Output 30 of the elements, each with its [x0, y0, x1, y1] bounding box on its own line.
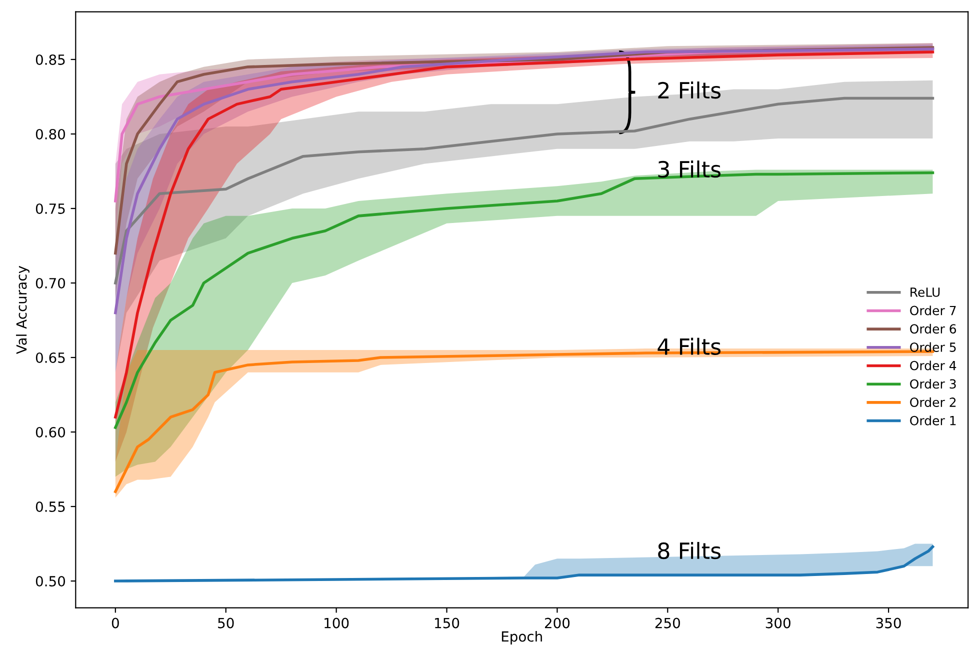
x-tick-label: 350 — [876, 618, 901, 628]
x-tick-label: 150 — [435, 618, 460, 628]
x-tick-label: 0 — [112, 618, 119, 628]
legend-label: Order 7 — [910, 306, 956, 316]
legend-label: Order 4 — [910, 360, 956, 370]
x-tick-label: 200 — [544, 618, 570, 628]
legend-label: Order 5 — [910, 342, 956, 352]
annotation: 4 Filts — [658, 338, 721, 356]
y-axis-title: Val Accuracy — [16, 266, 30, 354]
x-tick-label: 250 — [655, 618, 680, 628]
y-tick-label: 0.50 — [36, 576, 66, 586]
y-tick-label: 0.80 — [36, 128, 66, 140]
x-tick-label: 50 — [218, 618, 234, 628]
x-axis-title: Epoch — [502, 631, 542, 644]
legend-label: Order 6 — [910, 324, 956, 334]
annotation: 3 Filts — [658, 160, 721, 178]
x-tick-label: 300 — [766, 618, 790, 628]
legend-label: Order 2 — [910, 397, 956, 407]
legend-label: Order 3 — [910, 378, 956, 389]
y-tick-label: 0.85 — [36, 54, 65, 65]
annotation: 8 Filts — [658, 542, 721, 560]
y-tick-label: 0.65 — [36, 352, 65, 363]
annotation: 2 Filts — [658, 82, 721, 99]
legend-label: Order 1 — [910, 416, 956, 426]
y-tick-label: 0.75 — [36, 203, 65, 214]
y-tick-label: 0.60 — [36, 426, 66, 438]
y-tick-label: 0.70 — [36, 278, 66, 288]
legend-label: ReLU — [910, 288, 940, 297]
x-tick-label: 100 — [324, 618, 349, 628]
y-tick-label: 0.55 — [36, 501, 65, 512]
